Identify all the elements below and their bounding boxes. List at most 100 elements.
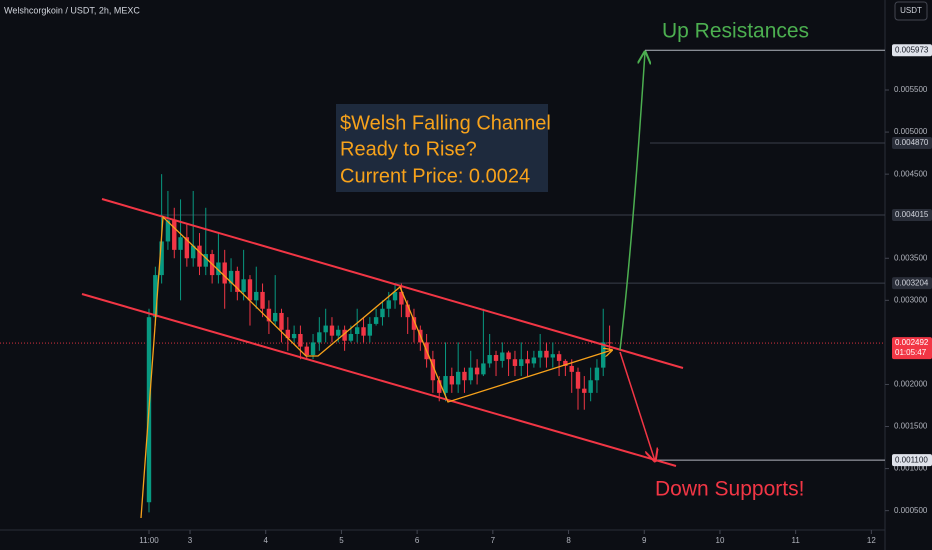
level-label: 0.001100	[895, 455, 928, 464]
level-label: 0.004015	[895, 210, 929, 219]
x-tick-label: 3	[188, 536, 193, 545]
candle-body	[430, 359, 436, 381]
candle-body	[304, 346, 309, 356]
candle-body	[153, 275, 158, 318]
candle-body	[241, 279, 246, 292]
candle-body	[260, 291, 265, 309]
candle-body	[191, 245, 196, 259]
candle-body	[405, 304, 410, 318]
candle-body	[399, 291, 404, 305]
candle-body	[493, 355, 499, 361]
level-label-bg	[892, 44, 932, 57]
x-tick-label: 5	[339, 536, 344, 545]
level-label: 0.003204	[895, 278, 929, 287]
candle-body	[563, 360, 568, 366]
candle-body	[254, 291, 259, 301]
candle-body	[537, 350, 543, 358]
candle-body	[178, 237, 183, 250]
candle-body	[588, 380, 593, 393]
x-tick-label: 4	[264, 536, 269, 545]
candle-body	[468, 367, 473, 381]
x-tick-label: 9	[642, 536, 647, 545]
x-tick-label: 11	[792, 536, 801, 545]
candle-body	[462, 371, 467, 381]
x-tick-label: 12	[867, 536, 876, 545]
countdown-label: 01:05:47	[895, 348, 927, 357]
candle-body	[329, 325, 335, 336]
level-label-bg	[892, 137, 932, 150]
zigzag	[140, 215, 612, 519]
candle-body	[203, 254, 208, 267]
drawings: $Welsh Falling Channel Ready to Rise? Cu…	[81, 20, 809, 519]
level-label: 0.005973	[895, 45, 929, 54]
y-tick-label: 0.003000	[894, 295, 928, 304]
y-tick-label: 0.005500	[894, 85, 928, 94]
candle-body	[222, 262, 227, 284]
candle-body	[550, 354, 556, 358]
candle-body	[291, 333, 297, 339]
candle-body	[323, 325, 328, 333]
candle-body	[506, 352, 511, 360]
up-arrow	[619, 52, 645, 351]
level-label: 0.004870	[895, 138, 929, 147]
x-tick-label: 7	[491, 536, 496, 545]
y-tick-label: 0.002000	[894, 380, 928, 389]
up-label: Up Resistances	[662, 20, 809, 43]
candle-body	[342, 329, 347, 341]
candle-body	[279, 312, 284, 330]
y-tick-label: 0.004500	[894, 169, 928, 178]
channel-upper	[101, 198, 684, 369]
annotation-box	[336, 104, 548, 192]
chart-title: Welshcorgkoin / USDT, 2h, MEXC	[4, 5, 140, 15]
candle-body	[411, 317, 417, 330]
candle-body	[525, 359, 530, 364]
candle-body	[380, 308, 385, 318]
currency-label[interactable]: USDT	[900, 6, 922, 15]
candle-body	[228, 270, 234, 284]
candle-body	[235, 270, 240, 292]
candle-body	[272, 312, 278, 322]
y-tick-label: 0.005000	[894, 127, 928, 136]
candle-body	[594, 367, 600, 381]
candle-body	[247, 279, 253, 301]
candle-body	[519, 359, 524, 366]
channel-lower	[81, 293, 677, 467]
candle-body	[569, 365, 574, 372]
candle-body	[575, 371, 581, 389]
candle-body	[544, 350, 549, 358]
candle-body	[531, 357, 537, 364]
candle-body	[354, 327, 360, 334]
level-label-bg	[892, 208, 932, 221]
y-tick-label: 0.001500	[894, 422, 928, 431]
candle-body	[317, 332, 322, 343]
candle-body	[172, 220, 177, 250]
candle-body	[336, 329, 341, 336]
candle-body	[582, 388, 587, 393]
candle-body	[500, 352, 505, 361]
candle-body	[443, 376, 448, 393]
candle-body	[348, 333, 354, 341]
candle-body	[285, 329, 291, 339]
candle-body	[386, 300, 391, 309]
candle-body	[449, 376, 455, 385]
down-arrow	[619, 351, 655, 461]
last-price-bg	[892, 337, 932, 360]
currency-button[interactable]	[894, 1, 928, 21]
x-tick-label: 6	[415, 536, 420, 545]
down-label: Down Supports!	[655, 478, 804, 501]
candle-body	[487, 355, 492, 364]
level-label-bg	[892, 454, 932, 467]
candle-body	[373, 317, 379, 324]
candle-body	[556, 354, 562, 361]
candle-body	[298, 333, 303, 347]
candle-body	[361, 327, 366, 336]
candle-body	[266, 308, 272, 322]
y-tick-label: 0.000500	[894, 506, 928, 515]
candle-body	[367, 323, 373, 336]
annotation-line: Ready to Rise?	[340, 138, 477, 160]
y-tick-label: 0.003500	[894, 253, 928, 262]
candle-body	[197, 245, 202, 267]
candle-body	[184, 237, 190, 259]
